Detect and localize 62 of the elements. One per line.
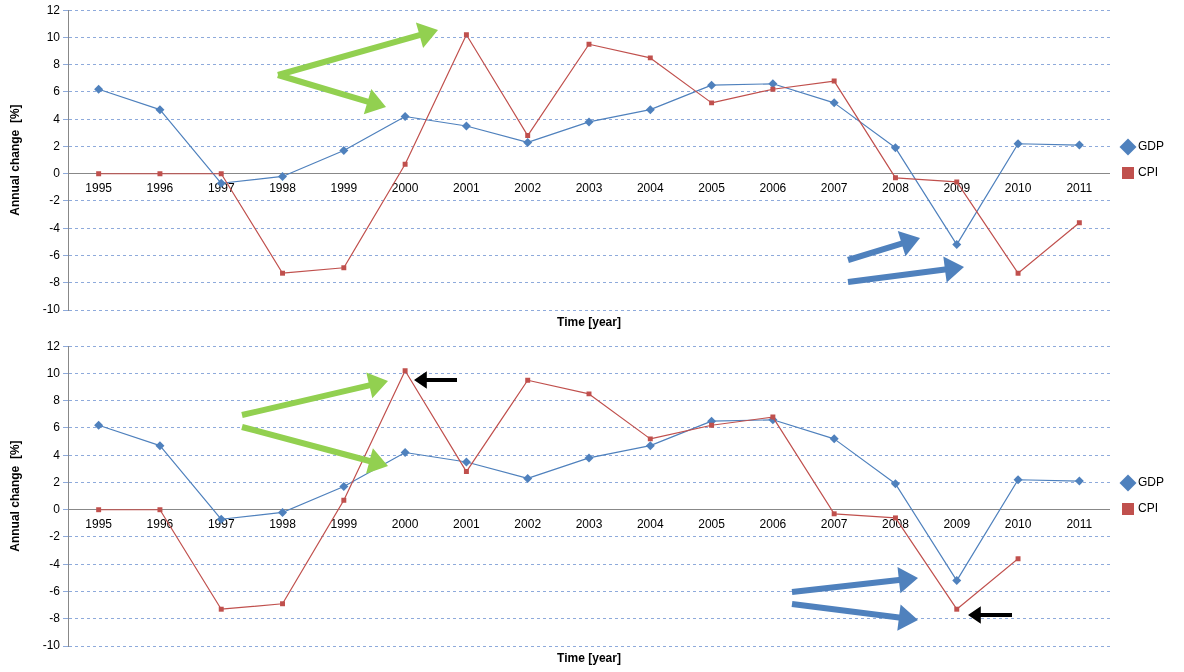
y-tick-label: -2 [49, 529, 61, 544]
x-tick-label: 1996 [146, 181, 174, 196]
x-tick-label: 2004 [636, 517, 664, 532]
y-tick-label: 12 [46, 338, 61, 353]
x-tick-label: 1999 [330, 517, 358, 532]
legend-label: GDP [1138, 139, 1165, 154]
y-axis-title: Annual change [%] [7, 104, 22, 216]
x-tick-label: 2009 [943, 517, 971, 532]
x-tick-label: 2011 [1066, 181, 1093, 196]
y-tick-label: 2 [53, 138, 61, 153]
x-tick-label: 1996 [146, 517, 174, 532]
x-tick-label: 2000 [391, 517, 419, 532]
y-tick-label: -2 [49, 193, 61, 208]
x-tick-label: 2006 [759, 181, 787, 196]
y-tick-label: 2 [53, 474, 61, 489]
legend-label: CPI [1138, 501, 1159, 516]
x-tick-label: 2006 [759, 517, 787, 532]
y-tick-label: -10 [42, 638, 61, 653]
legend-label: CPI [1138, 165, 1159, 180]
y-tick-label: 0 [53, 166, 61, 181]
y-tick-label: 6 [53, 420, 61, 435]
x-tick-label: 2000 [391, 181, 419, 196]
x-tick-label: 2005 [698, 181, 726, 196]
y-tick-label: -8 [49, 611, 61, 626]
y-tick-label: 8 [53, 393, 61, 408]
x-tick-label: 2010 [1004, 181, 1032, 196]
x-tick-label: 2003 [575, 181, 603, 196]
legend-label: GDP [1138, 475, 1165, 490]
x-tick-label: 2007 [820, 517, 848, 532]
x-tick-label: 2010 [1004, 517, 1032, 532]
y-tick-label: 4 [53, 447, 61, 462]
x-tick-label: 2008 [882, 181, 910, 196]
x-tick-label: 1995 [85, 517, 113, 532]
x-tick-label: 1995 [85, 181, 113, 196]
x-tick-label: 1998 [269, 517, 297, 532]
y-tick-label: 4 [53, 111, 61, 126]
y-tick-label: -4 [49, 556, 61, 571]
x-tick-label: 2003 [575, 517, 603, 532]
y-tick-label: -8 [49, 275, 61, 290]
y-tick-label: -6 [49, 583, 61, 598]
x-tick-label: 2004 [636, 181, 664, 196]
y-tick-label: -10 [42, 302, 61, 317]
x-tick-label: 1998 [269, 181, 297, 196]
y-tick-label: 8 [53, 57, 61, 72]
x-tick-label: 2005 [698, 517, 726, 532]
y-axis-title: Annual change [%] [7, 440, 22, 552]
x-tick-label: 2001 [453, 181, 481, 196]
x-axis-title: Time [year] [557, 651, 621, 666]
x-tick-label: 2011 [1066, 517, 1093, 532]
y-tick-label: 6 [53, 84, 61, 99]
x-tick-label: 2007 [820, 181, 848, 196]
y-tick-label: 10 [46, 29, 61, 44]
y-tick-label: -6 [49, 247, 61, 262]
x-tick-label: 2002 [514, 181, 542, 196]
y-tick-label: 0 [53, 502, 61, 517]
y-tick-label: -4 [49, 220, 61, 235]
x-tick-label: 1999 [330, 181, 358, 196]
y-tick-label: 10 [46, 365, 61, 380]
x-tick-label: 2001 [453, 517, 481, 532]
x-axis-title: Time [year] [557, 315, 621, 330]
y-tick-label: 12 [46, 2, 61, 17]
x-tick-label: 2002 [514, 517, 542, 532]
